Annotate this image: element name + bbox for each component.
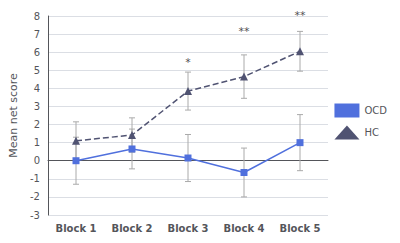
svg-text:3: 3 bbox=[34, 101, 40, 112]
svg-text:Mean net score: Mean net score bbox=[7, 73, 20, 158]
svg-text:4: 4 bbox=[34, 83, 40, 94]
svg-text:2: 2 bbox=[34, 119, 40, 130]
svg-text:HC: HC bbox=[364, 127, 379, 138]
svg-text:*: * bbox=[185, 56, 191, 69]
svg-text:Block 4: Block 4 bbox=[224, 223, 265, 234]
svg-text:OCD: OCD bbox=[364, 105, 387, 116]
svg-text:Block 1: Block 1 bbox=[56, 223, 97, 234]
svg-text:0: 0 bbox=[34, 155, 40, 166]
svg-text:1: 1 bbox=[34, 137, 40, 148]
svg-text:**: ** bbox=[295, 9, 307, 22]
svg-text:5: 5 bbox=[34, 65, 40, 76]
svg-text:-1: -1 bbox=[30, 173, 40, 184]
svg-text:7: 7 bbox=[34, 29, 40, 40]
svg-text:-2: -2 bbox=[30, 191, 40, 202]
svg-text:Block 2: Block 2 bbox=[112, 223, 153, 234]
svg-text:**: ** bbox=[239, 25, 251, 38]
svg-text:Block 3: Block 3 bbox=[168, 223, 209, 234]
svg-text:-3: -3 bbox=[30, 210, 40, 221]
svg-text:Block 5: Block 5 bbox=[280, 223, 321, 234]
svg-text:6: 6 bbox=[34, 47, 40, 58]
svg-text:8: 8 bbox=[34, 11, 40, 22]
